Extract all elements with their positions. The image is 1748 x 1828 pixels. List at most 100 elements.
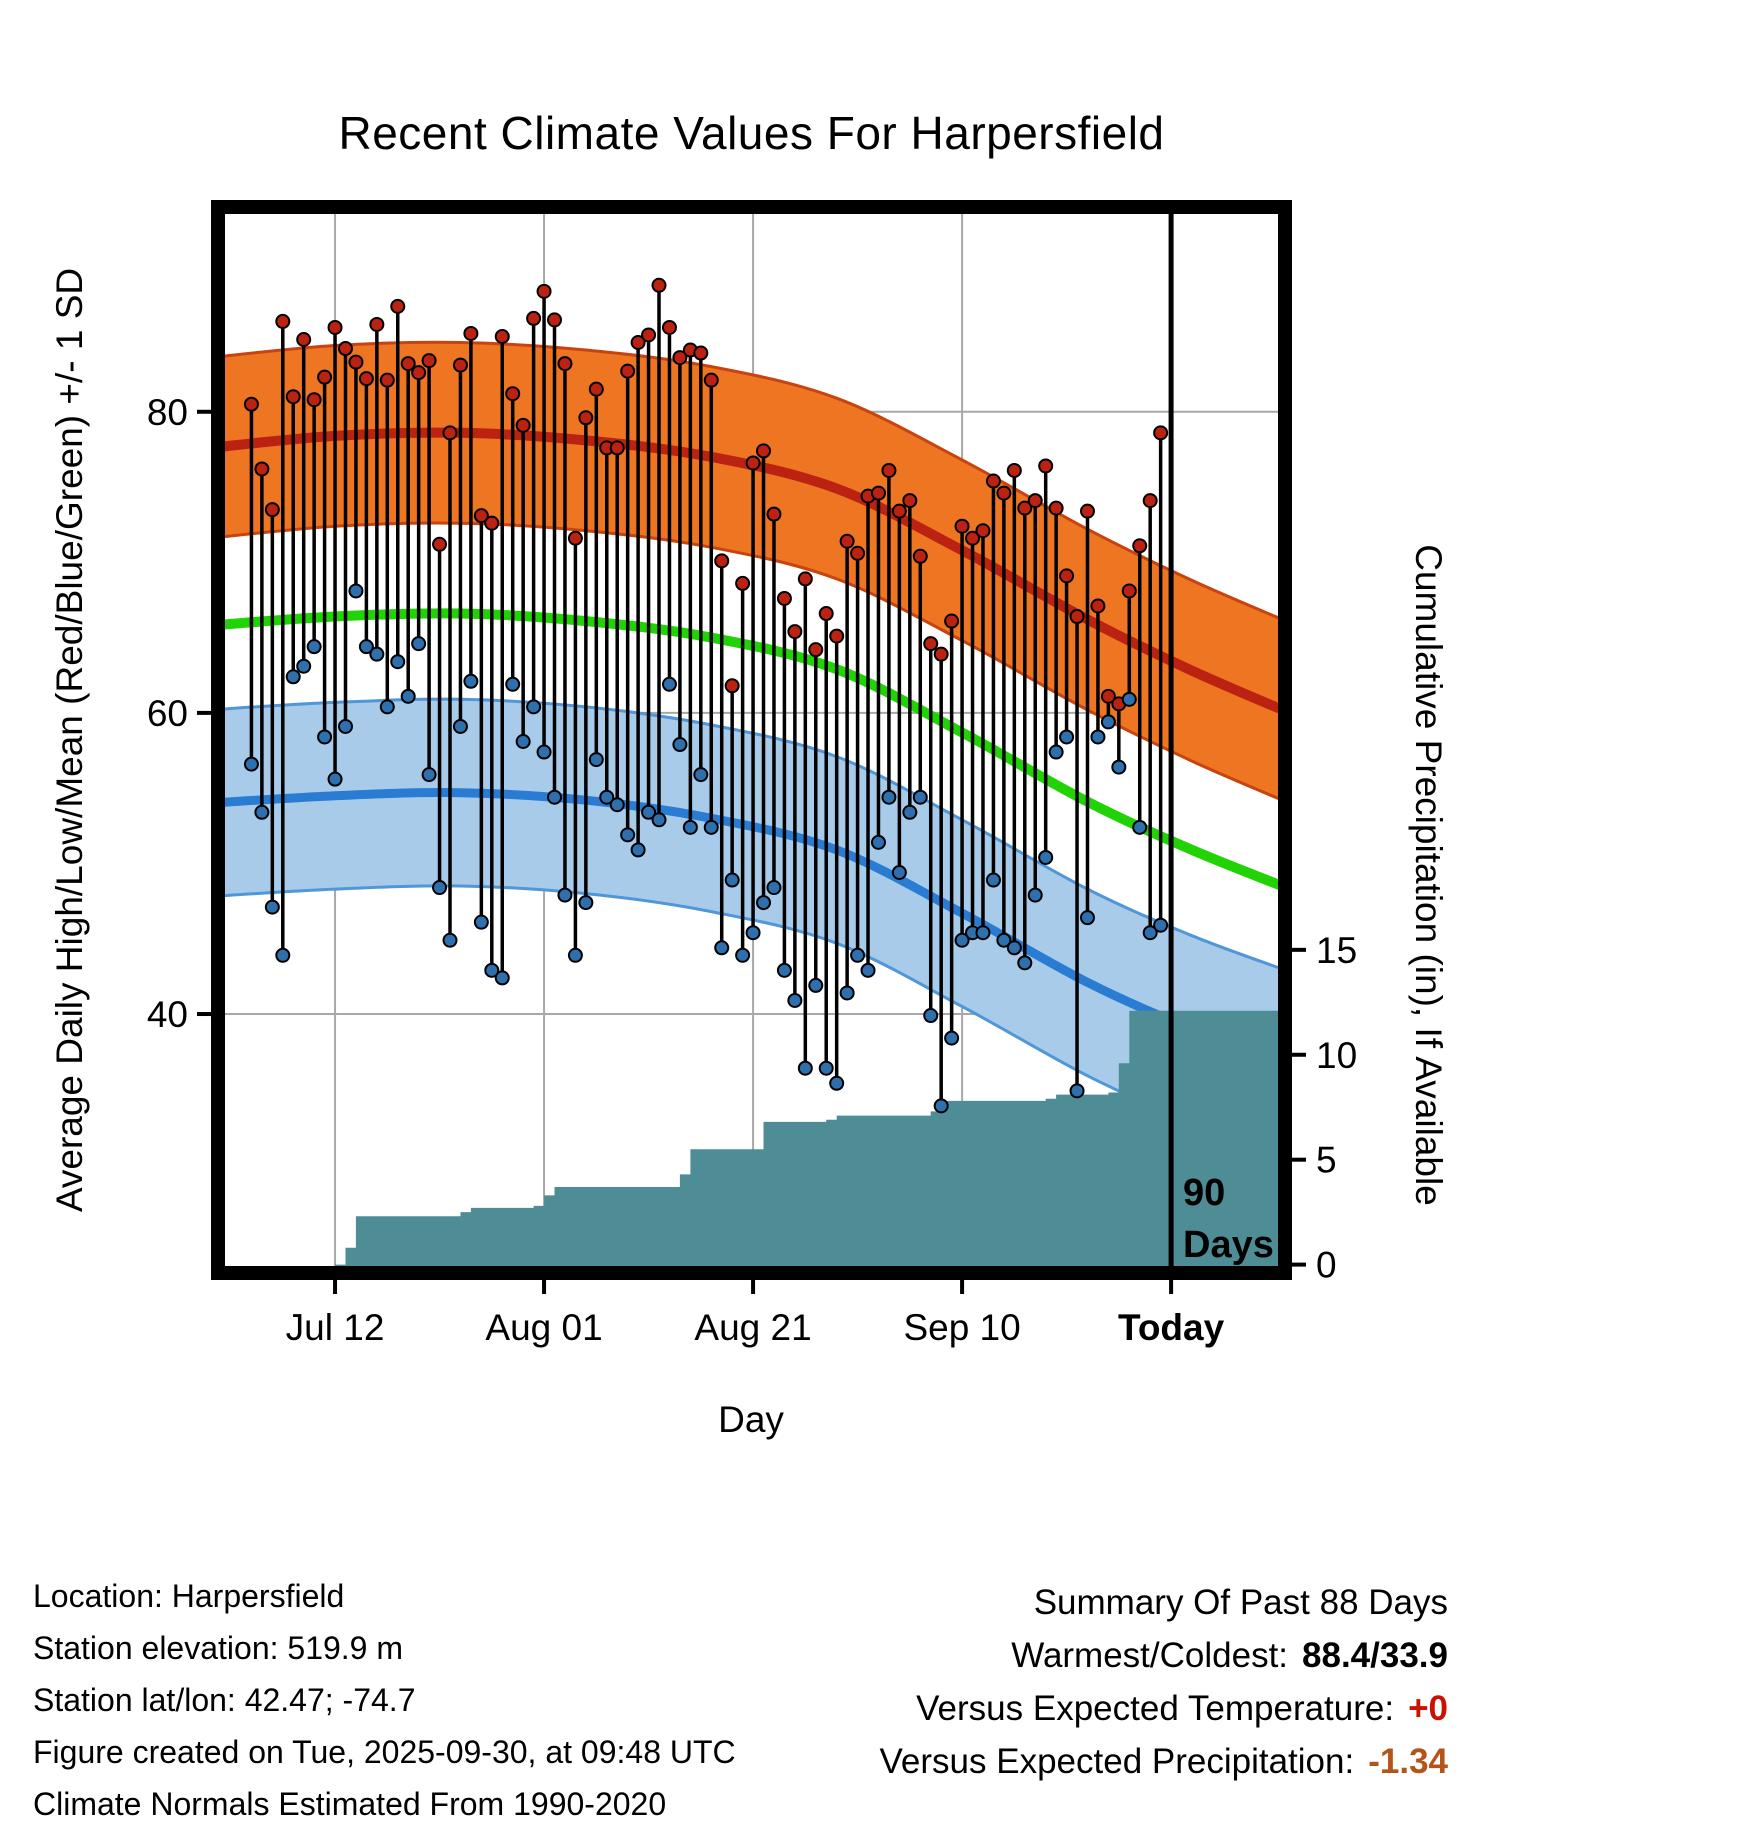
low-dot (275, 947, 291, 963)
low-dot (578, 895, 594, 911)
high-dot (1090, 598, 1106, 614)
low-dot (411, 636, 427, 652)
y-right-tick-label: 5 (1316, 1140, 1337, 1181)
daily-stem (651, 277, 667, 828)
daily-stem (756, 443, 772, 911)
low-dot (735, 947, 751, 963)
daily-stem (494, 328, 510, 986)
daily-stem (1090, 598, 1106, 745)
low-dot (358, 639, 374, 655)
low-dot (1142, 925, 1158, 941)
daily-stem (421, 353, 437, 783)
daily-stem (463, 325, 479, 689)
high-dot (1027, 493, 1043, 509)
high-dot (348, 354, 364, 370)
low-dot (254, 804, 270, 820)
station-elevation: Station elevation: 519.9 m (33, 1630, 404, 1666)
high-dot (933, 646, 949, 662)
daily-stem (891, 503, 907, 880)
low-dot (797, 1060, 813, 1076)
low-dot (693, 767, 709, 783)
high-dot (965, 530, 981, 546)
low-dot (1132, 819, 1148, 835)
high-dot (693, 345, 709, 361)
high-dot (327, 319, 343, 335)
high-dot (714, 553, 730, 569)
low-dot (1048, 744, 1064, 760)
low-dot (902, 804, 918, 820)
daily-stem (358, 371, 374, 655)
daily-stem (829, 628, 845, 1091)
low-dot (547, 789, 563, 805)
daily-stem (578, 410, 594, 911)
station-latlon: Station lat/lon: 42.47; -74.7 (33, 1682, 416, 1718)
daily-stem (996, 485, 1012, 948)
vs-precip-value: -1.34 (1368, 1742, 1448, 1781)
daily-stem (1027, 493, 1043, 903)
high-dot (1121, 583, 1137, 599)
high-dot (944, 613, 960, 629)
daily-stem (944, 613, 960, 1046)
daily-stem (505, 386, 521, 692)
low-dot (432, 880, 448, 896)
high-dot (1069, 609, 1085, 625)
high-dot (954, 518, 970, 534)
low-dot (1038, 849, 1054, 865)
high-dot (254, 461, 270, 477)
low-dot (484, 962, 500, 978)
daily-stem (1132, 538, 1148, 835)
low-dot (870, 834, 886, 850)
high-dot (881, 462, 897, 478)
high-band-top-edge (218, 340, 1285, 623)
low-dot (1069, 1083, 1085, 1099)
daily-stem (1017, 500, 1033, 971)
daily-stem (473, 508, 489, 930)
low-dot (1027, 887, 1043, 903)
daily-stem (452, 357, 468, 734)
warmest-coldest-value: 88.4/33.9 (1302, 1636, 1448, 1675)
high-dot (661, 319, 677, 335)
daily-stem (306, 392, 322, 655)
high-dot (620, 363, 636, 379)
high-dot (317, 369, 333, 385)
daily-stem (1059, 568, 1075, 745)
low-dot (776, 962, 792, 978)
high-dot (505, 386, 521, 402)
daily-stem (400, 356, 416, 704)
high-dot (996, 485, 1012, 501)
low-dot (473, 914, 489, 930)
high-dot (421, 353, 437, 369)
high-temp-band (218, 342, 1285, 802)
daily-stem (515, 417, 531, 750)
low-dot (745, 925, 761, 941)
low-dot (1121, 691, 1137, 707)
daily-stem (484, 515, 500, 978)
daily-stem (975, 523, 991, 941)
plot-border (211, 200, 1292, 1280)
summary-heading: Summary Of Past 88 Days (1033, 1583, 1448, 1622)
daily-stem (1006, 462, 1022, 956)
low-dot (369, 646, 385, 662)
warmest-coldest-row: Warmest/Coldest: 88.4/33.9 (880, 1629, 1448, 1682)
warmest-coldest-label: Warmest/Coldest: (1011, 1636, 1289, 1675)
low-dot (703, 819, 719, 835)
low-dot (933, 1098, 949, 1114)
x-axis-label: Day (718, 1399, 784, 1440)
high-dot (745, 455, 761, 471)
low-dot (923, 1008, 939, 1024)
x-tick-label: Sep 10 (903, 1307, 1020, 1348)
daily-stem (1153, 425, 1169, 933)
low-dot (264, 899, 280, 915)
low-dot (620, 827, 636, 843)
high-dot (264, 502, 280, 518)
daily-stem (745, 455, 761, 941)
low-dot (996, 932, 1012, 948)
high-dot (609, 440, 625, 456)
daily-stem (672, 350, 688, 753)
low-dot (348, 583, 364, 599)
y-left-tick-label: 60 (147, 693, 188, 734)
chart-canvas: Jul 12 Aug 01 Aug 21 Sep 10 Today 40 60 80 0 5 10 1… (49, 200, 1449, 1440)
daily-stem (317, 369, 333, 745)
low-dot (860, 962, 876, 978)
low-dot (975, 925, 991, 941)
